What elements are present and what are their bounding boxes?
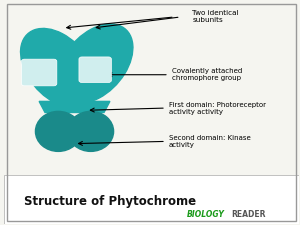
- Text: BIOLOGY: BIOLOGY: [187, 210, 224, 219]
- Text: READER: READER: [231, 210, 265, 219]
- Ellipse shape: [35, 111, 81, 151]
- Text: Structure of Phytochrome: Structure of Phytochrome: [24, 195, 196, 208]
- Polygon shape: [39, 101, 110, 112]
- Text: First domain: Photoreceptor
activity activity: First domain: Photoreceptor activity act…: [169, 101, 266, 115]
- Text: Covalently attached
chromophore group: Covalently attached chromophore group: [172, 68, 242, 81]
- Text: Two identical
subunits: Two identical subunits: [193, 10, 239, 23]
- Ellipse shape: [57, 24, 133, 103]
- Ellipse shape: [21, 28, 96, 108]
- FancyBboxPatch shape: [79, 57, 111, 83]
- FancyBboxPatch shape: [4, 175, 298, 224]
- Ellipse shape: [68, 111, 114, 151]
- Text: Second domain: Kinase
activity: Second domain: Kinase activity: [169, 135, 250, 148]
- FancyBboxPatch shape: [21, 59, 57, 86]
